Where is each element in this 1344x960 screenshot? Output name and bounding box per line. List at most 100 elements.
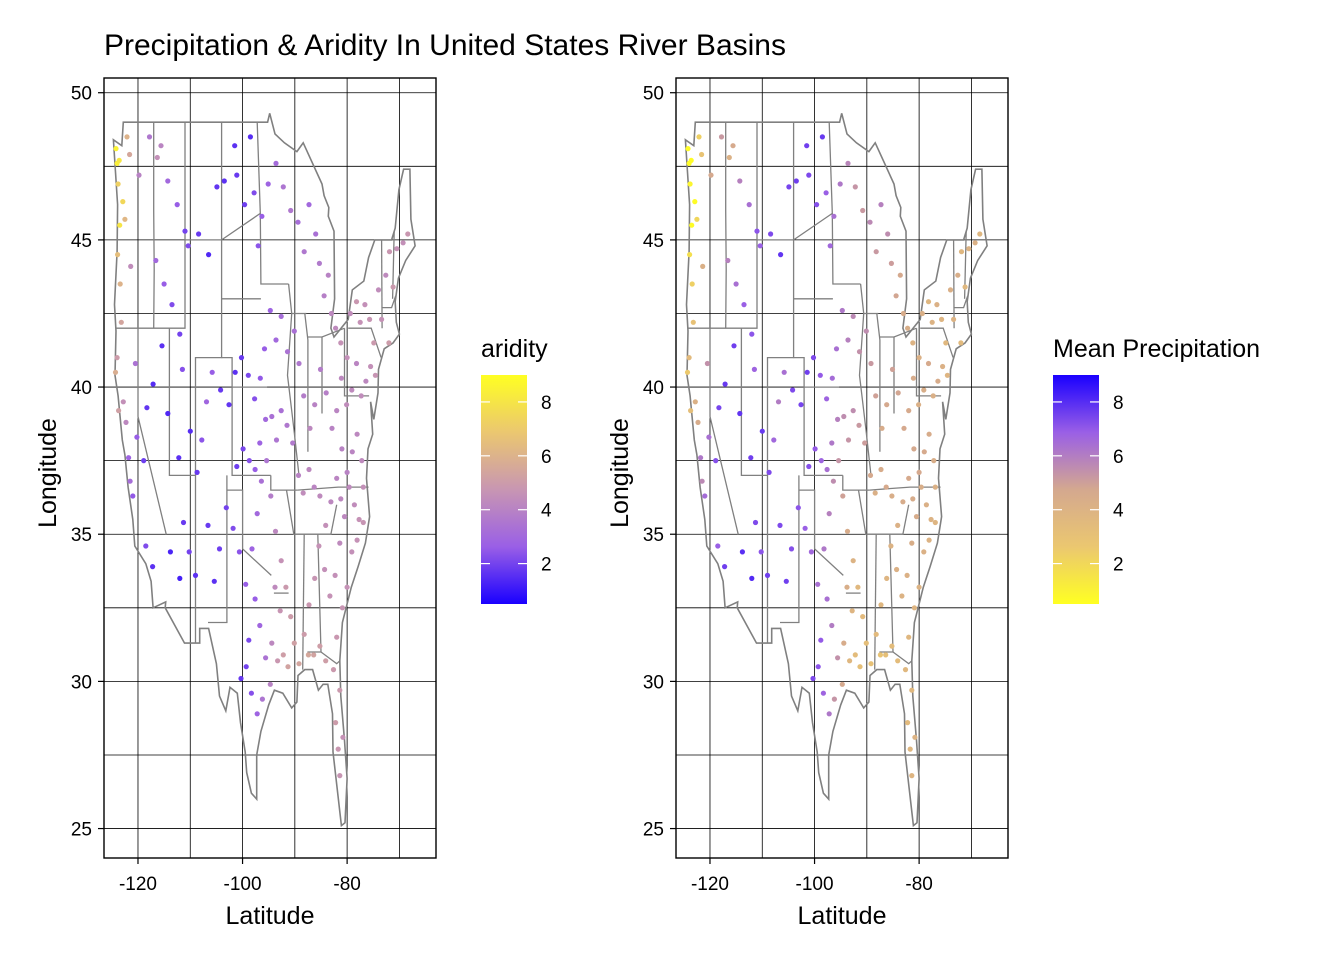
station-point (317, 643, 323, 649)
station-point (812, 446, 818, 452)
precipitation-legend-title: Mean Precipitation (1053, 335, 1260, 363)
station-point (334, 475, 340, 481)
station-point (255, 243, 261, 249)
station-point (338, 340, 344, 346)
station-point (943, 340, 949, 346)
station-point (910, 496, 916, 502)
station-point (277, 608, 283, 614)
station-point (850, 408, 856, 414)
station-point (888, 260, 895, 266)
station-point (267, 307, 273, 314)
aridity-panel-points (112, 134, 411, 779)
station-point (900, 310, 907, 317)
station-point (179, 366, 185, 372)
station-point (386, 249, 393, 255)
station-point (930, 393, 936, 399)
station-point (906, 408, 912, 414)
station-point (272, 528, 279, 534)
state-boundary (320, 651, 341, 665)
state-boundary (285, 489, 331, 535)
station-point (323, 658, 329, 664)
station-point (690, 319, 696, 325)
station-point (695, 419, 701, 425)
x-tick-label: -80 (905, 874, 932, 895)
station-point (252, 466, 258, 473)
station-point (122, 216, 128, 222)
station-point (325, 272, 331, 278)
station-point (367, 316, 373, 322)
station-point (321, 293, 327, 299)
station-point (895, 390, 901, 396)
station-point (909, 773, 915, 779)
station-point (749, 331, 755, 337)
station-point (344, 469, 350, 475)
station-point (911, 605, 918, 611)
station-point (741, 302, 747, 308)
aridity-legend-ticks: 2 4 6 8 (481, 393, 552, 576)
station-point (360, 484, 366, 490)
station-point (150, 381, 156, 387)
station-point (911, 446, 917, 452)
station-point (180, 519, 187, 526)
station-point (863, 328, 869, 334)
station-point (379, 316, 385, 322)
legend-tick-label: 6 (1113, 447, 1124, 468)
station-point (285, 664, 291, 670)
state-boundary (302, 534, 305, 670)
station-point (357, 319, 363, 325)
station-point (339, 605, 345, 611)
station-point (363, 378, 369, 384)
legend-tick-label: 6 (541, 447, 552, 468)
station-point (916, 355, 922, 361)
station-point (766, 469, 772, 475)
station-point (390, 284, 396, 290)
station-point (845, 437, 852, 443)
station-point (845, 337, 851, 343)
state-boundary (330, 504, 338, 535)
station-point (312, 575, 318, 582)
station-point (333, 325, 339, 331)
station-point (754, 228, 760, 234)
station-point (771, 437, 777, 443)
station-point (120, 399, 126, 405)
station-point (154, 154, 160, 161)
station-point (860, 207, 866, 214)
state-boundary (757, 212, 833, 241)
station-point (236, 549, 242, 555)
station-point (339, 446, 345, 452)
station-point (300, 490, 306, 496)
station-point (873, 393, 879, 399)
station-point (725, 257, 731, 264)
station-point (269, 640, 275, 646)
station-point (117, 222, 123, 228)
station-point (280, 652, 286, 658)
station-point (306, 602, 312, 608)
state-boundary (380, 239, 383, 329)
station-point (700, 263, 706, 269)
station-point (114, 355, 120, 361)
station-point (132, 360, 138, 367)
station-point (702, 493, 708, 499)
station-point (958, 249, 965, 255)
station-point (130, 493, 136, 499)
station-point (249, 546, 255, 552)
station-point (739, 549, 746, 555)
station-point (290, 440, 296, 446)
station-point (261, 346, 268, 352)
station-point (837, 181, 843, 187)
station-point (169, 302, 175, 308)
station-point (177, 575, 183, 582)
station-point (810, 675, 816, 682)
station-point (877, 652, 884, 658)
station-point (358, 393, 364, 399)
station-point (830, 478, 837, 484)
station-point (116, 157, 122, 163)
station-point (263, 416, 269, 422)
station-point (234, 172, 240, 178)
station-point (128, 263, 134, 269)
station-point (884, 575, 890, 582)
station-point (311, 652, 317, 658)
station-point (328, 310, 334, 317)
station-point (730, 143, 736, 149)
station-point (793, 178, 799, 184)
